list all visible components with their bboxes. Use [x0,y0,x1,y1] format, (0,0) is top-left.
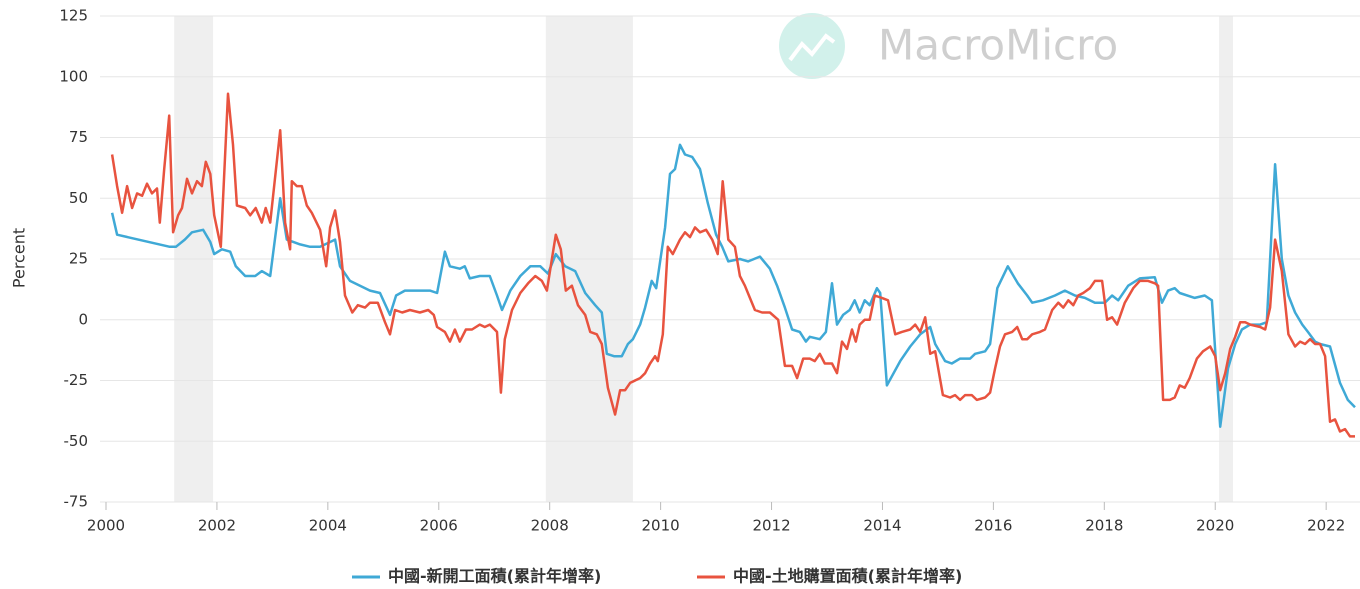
x-tick-label: 2022 [1307,517,1345,535]
y-tick-label: 100 [59,67,88,85]
y-tick-label: -50 [64,432,89,450]
y-tick-label: 125 [59,7,88,25]
x-tick-label: 2012 [752,517,790,535]
x-tick-label: 2020 [1196,517,1234,535]
series-line [110,143,1356,428]
y-tick-label: -25 [64,371,89,389]
x-tick-label: 2016 [974,517,1012,535]
watermark: MacroMicro [878,21,1118,70]
watermark-logo [779,13,845,79]
y-tick-label: 25 [69,250,88,268]
x-tick-label: 2014 [863,517,901,535]
x-tick-label: 2008 [531,517,569,535]
y-axis-label: Percent [10,228,29,288]
legend-label: 中國-新開工面積(累計年增率) [388,567,601,586]
x-tick-label: 2018 [1085,517,1123,535]
y-tick-label: 0 [78,310,88,328]
x-tick-label: 2010 [642,517,680,535]
y-tick-label: -75 [64,493,89,511]
x-tick-label: 2002 [198,517,236,535]
legend-label: 中國-土地購置面積(累計年增率) [733,567,962,586]
x-tick-label: 2000 [87,517,125,535]
x-tick-label: 2004 [309,517,347,535]
y-tick-label: 75 [69,128,88,146]
y-tick-label: 50 [69,189,88,207]
series-line [110,92,1355,438]
x-tick-label: 2006 [420,517,458,535]
